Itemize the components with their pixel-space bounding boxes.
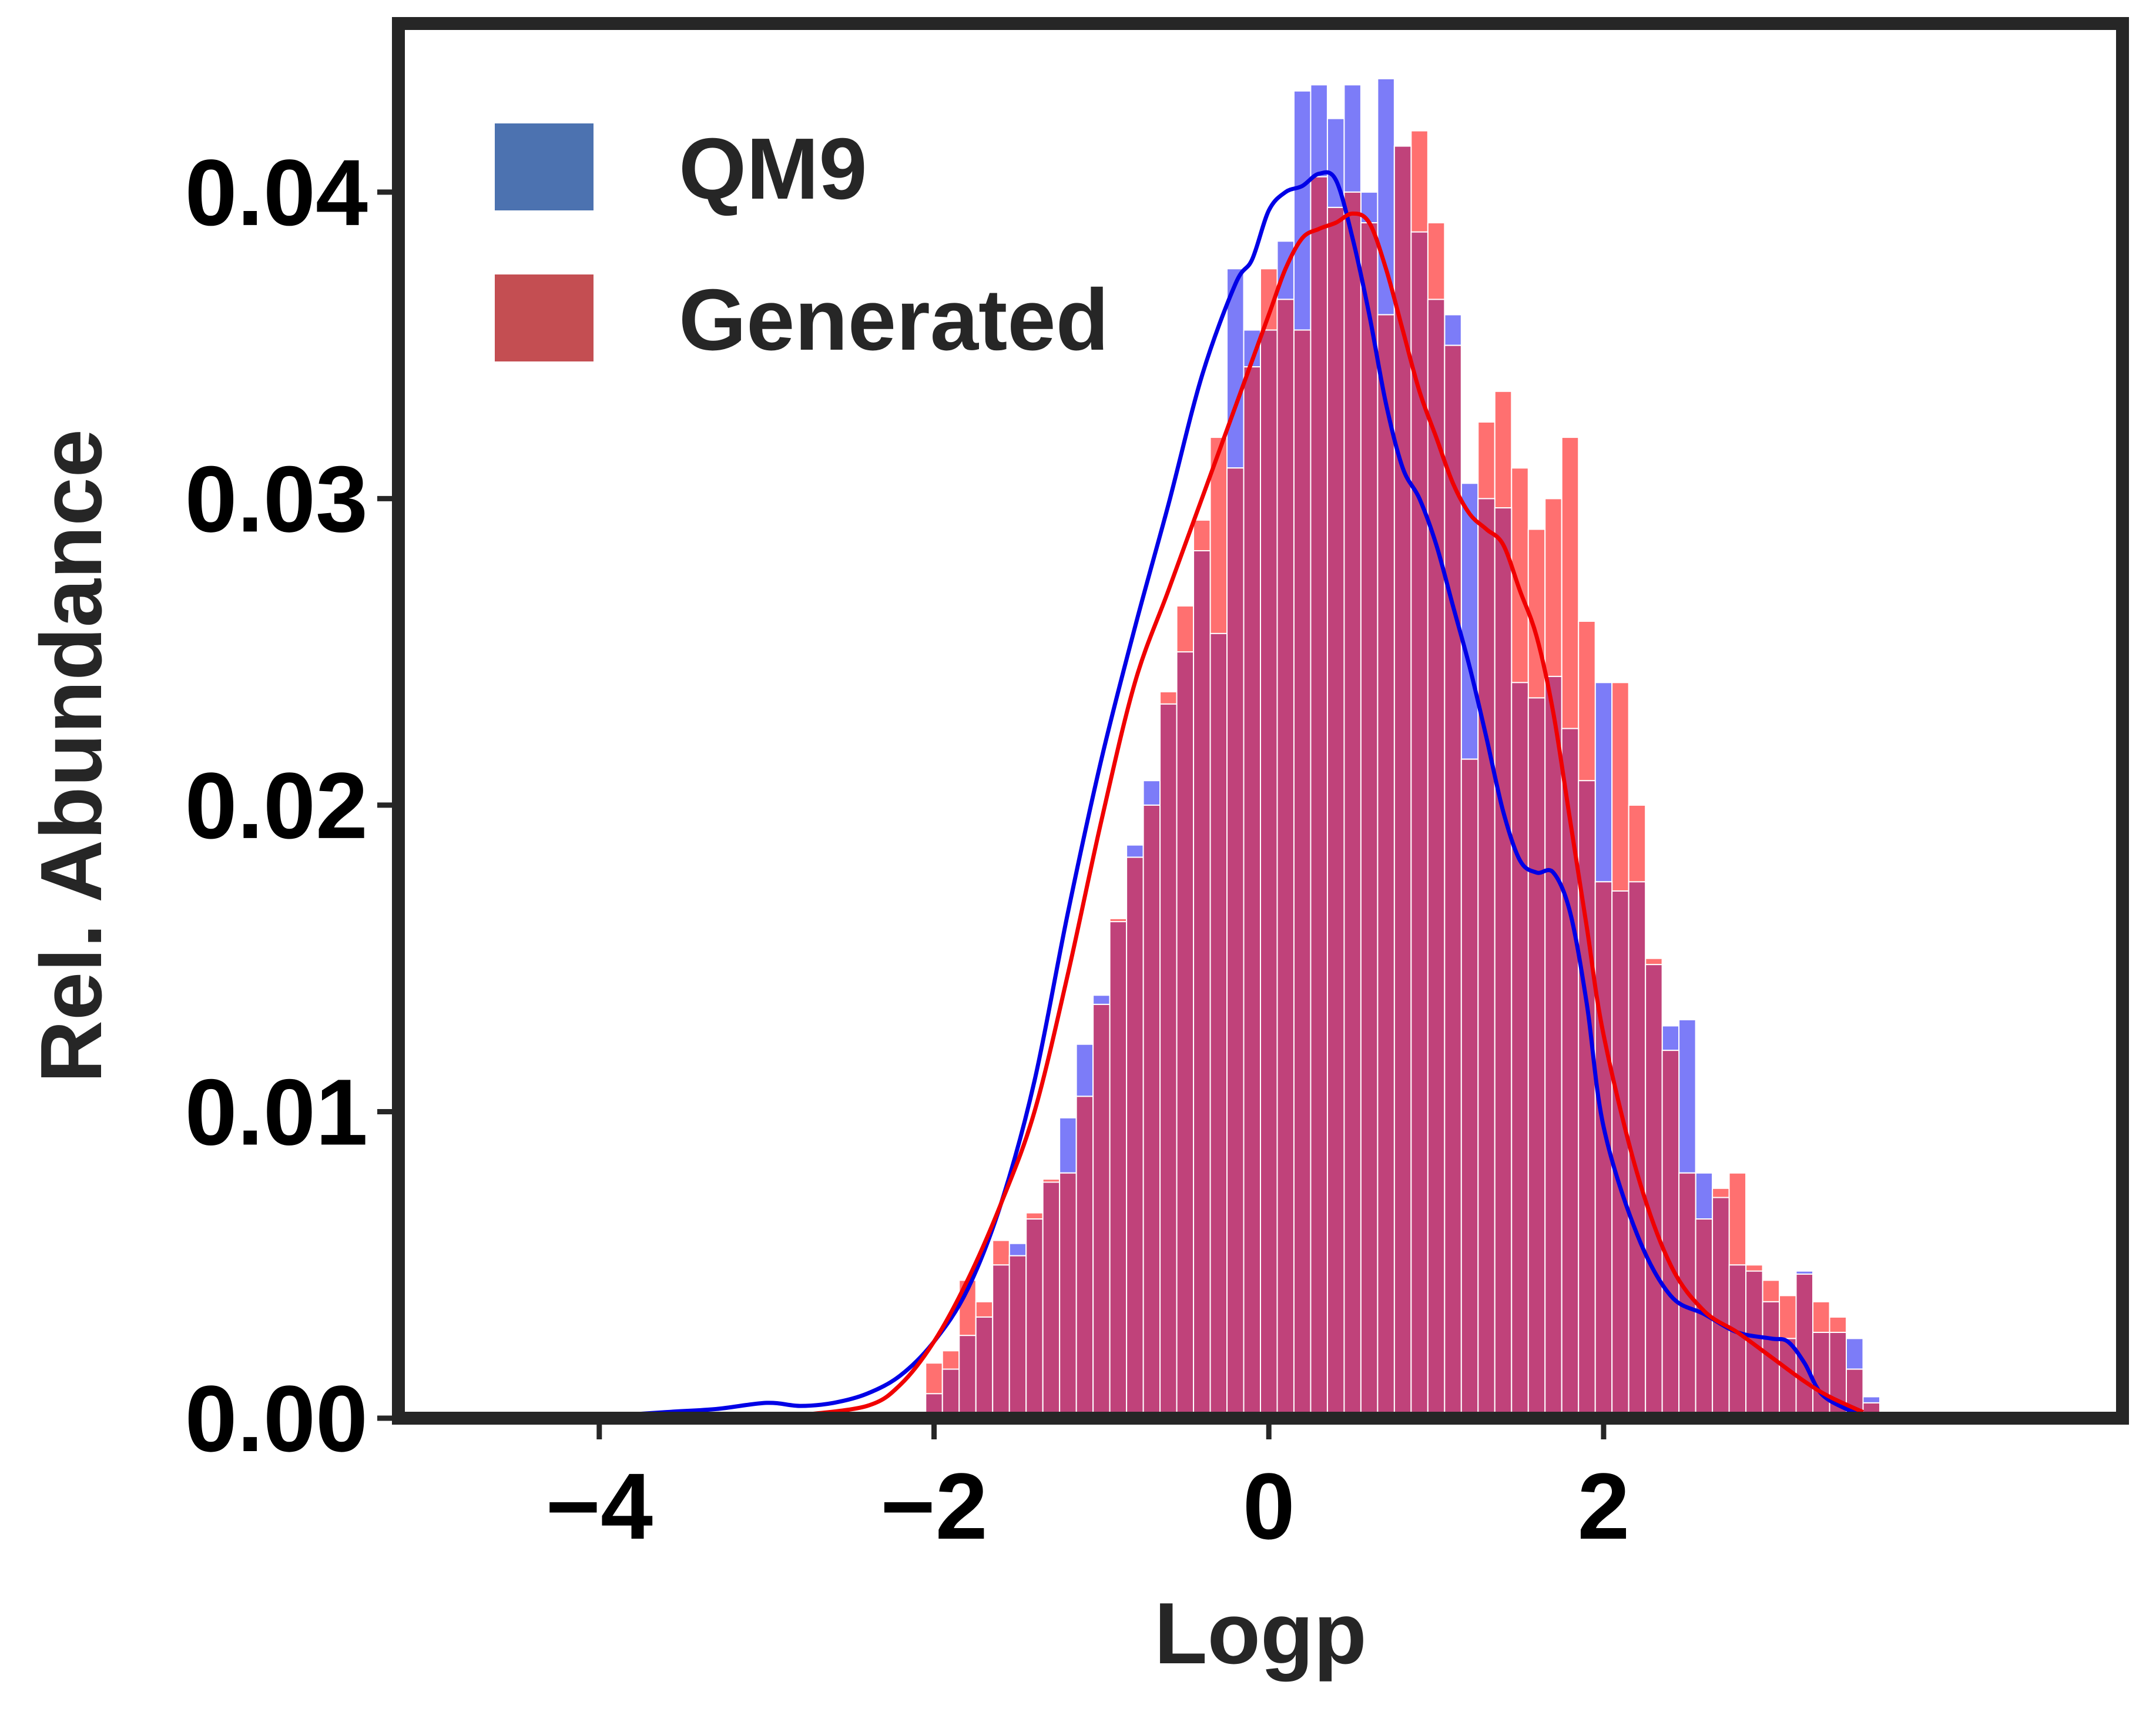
overlap-bar <box>1109 921 1128 1419</box>
legend: QM9 Generated <box>495 120 1109 369</box>
overlap-bar <box>1645 964 1663 1419</box>
overlap-bar <box>1678 1172 1696 1419</box>
overlap-bar <box>958 1335 977 1419</box>
overlap-bar <box>1427 299 1446 1419</box>
overlap-bar <box>1779 1338 1797 1419</box>
overlap-bar <box>1728 1264 1747 1419</box>
y-axis-title: Rel. Abundance <box>23 429 120 1083</box>
y-tick-label: 0.03 <box>185 446 368 551</box>
overlap-bar <box>1176 651 1195 1419</box>
overlap-bar <box>941 1368 960 1419</box>
overlap-bar <box>1812 1331 1830 1419</box>
overlap-bar <box>1527 697 1546 1419</box>
overlap-bar <box>1712 1197 1730 1419</box>
overlap-bars <box>925 145 1880 1419</box>
x-tick-label: 2 <box>1577 1453 1629 1559</box>
overlap-bar <box>1243 366 1262 1419</box>
overlap-bar <box>1008 1255 1027 1419</box>
overlap-bar <box>1477 498 1496 1419</box>
legend-label-qm9: QM9 <box>679 120 867 217</box>
overlap-bar <box>1511 682 1529 1419</box>
y-tick-label: 0.04 <box>185 140 368 245</box>
overlap-bar <box>1226 467 1245 1419</box>
qm9-kde-line <box>599 170 1864 1419</box>
overlap-bar <box>1025 1218 1044 1419</box>
overlap-bar <box>1795 1273 1814 1419</box>
x-tick-label: −2 <box>880 1453 987 1559</box>
x-axis: −4 −2 0 2 <box>546 1418 1629 1559</box>
overlap-bar <box>1561 728 1580 1419</box>
x-tick-label: 0 <box>1243 1453 1295 1559</box>
overlap-bar <box>992 1264 1010 1419</box>
overlap-bar <box>1611 890 1629 1419</box>
overlap-bar <box>1193 550 1211 1419</box>
overlap-bar <box>1578 780 1596 1419</box>
overlap-bar <box>1126 856 1144 1419</box>
overlap-bar <box>1042 1181 1061 1419</box>
overlap-bar <box>1377 314 1395 1419</box>
overlap-bar <box>1444 344 1462 1419</box>
overlap-bar <box>1059 1172 1077 1419</box>
y-tick-label: 0.02 <box>185 753 368 858</box>
overlap-bar <box>1142 804 1161 1419</box>
overlap-bar <box>1544 675 1562 1419</box>
overlap-bar <box>1209 632 1228 1419</box>
x-axis-title: Logp <box>1154 1585 1367 1682</box>
plot-frame <box>392 17 2129 1425</box>
y-tick-label: 0.01 <box>185 1059 368 1164</box>
legend-label-generated: Generated <box>679 272 1109 369</box>
overlap-bar <box>1075 1096 1094 1419</box>
y-tick-label: 0.00 <box>185 1366 368 1471</box>
y-axis: 0.00 0.01 0.02 0.03 0.04 <box>185 140 398 1471</box>
overlap-bar <box>1260 329 1278 1419</box>
overlap-bar <box>1293 329 1312 1419</box>
overlap-bar <box>1661 1050 1680 1419</box>
overlap-bar <box>1460 758 1479 1419</box>
overlap-bar <box>1326 206 1345 1419</box>
x-tick-label: −4 <box>546 1453 653 1559</box>
legend-swatch-qm9 <box>495 123 594 210</box>
overlap-bar <box>1410 231 1429 1419</box>
overlap-bar <box>1310 176 1328 1419</box>
overlap-bar <box>975 1316 994 1419</box>
overlap-bar <box>1276 299 1295 1419</box>
overlap-bar <box>1159 703 1178 1419</box>
generated-kde-line <box>800 211 1864 1418</box>
overlap-bar <box>1343 191 1362 1419</box>
overlap-bar <box>1360 222 1379 1419</box>
overlap-bar <box>1494 507 1513 1419</box>
overlap-bar <box>1092 1003 1111 1419</box>
legend-swatch-generated <box>495 274 594 361</box>
